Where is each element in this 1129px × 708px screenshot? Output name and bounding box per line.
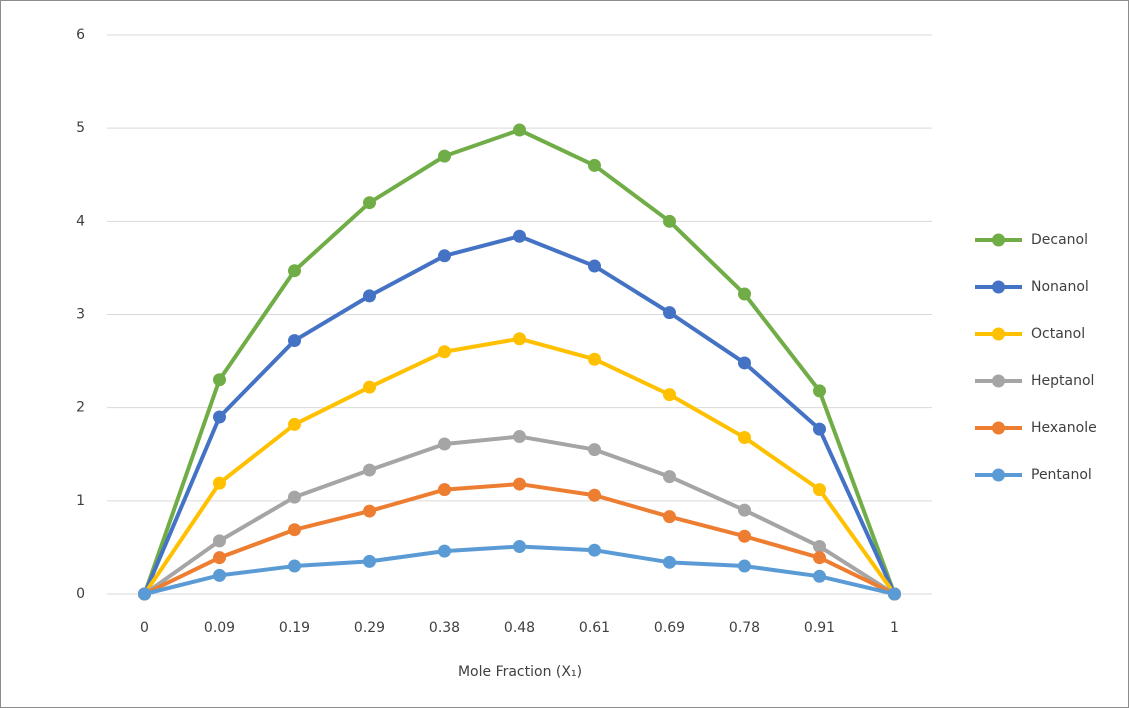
x-tick-label: 0	[140, 620, 149, 636]
legend-marker	[992, 327, 1005, 341]
data-point	[213, 373, 226, 387]
x-tick-label: 0.91	[804, 620, 835, 636]
data-point	[513, 539, 526, 553]
data-point	[213, 534, 226, 548]
data-point	[888, 587, 901, 601]
data-point	[663, 388, 676, 402]
data-point	[663, 470, 676, 484]
legend-label: Heptanol	[1031, 373, 1094, 389]
x-tick-label: 0.48	[504, 620, 535, 636]
y-tick-label: 3	[76, 307, 85, 323]
x-tick-label: 0.61	[579, 620, 610, 636]
data-point	[363, 504, 376, 518]
legend-marker	[992, 233, 1005, 247]
data-point	[663, 555, 676, 569]
data-point	[588, 259, 601, 273]
data-point	[363, 554, 376, 568]
data-point	[663, 510, 676, 524]
data-point	[813, 384, 826, 398]
data-point	[738, 503, 751, 517]
data-point	[738, 287, 751, 301]
data-point	[288, 490, 301, 504]
data-point	[738, 356, 751, 370]
x-tick-label: 1	[890, 620, 899, 636]
x-tick-label: 0.09	[204, 620, 235, 636]
data-point	[813, 569, 826, 583]
legend-label: Nonanol	[1031, 279, 1089, 295]
data-point	[663, 214, 676, 228]
data-point	[663, 306, 676, 320]
x-tick-label: 0.38	[429, 620, 460, 636]
data-point	[513, 430, 526, 444]
legend-marker	[992, 468, 1005, 482]
data-point	[438, 437, 451, 451]
y-tick-label: 1	[76, 493, 85, 509]
x-axis-title: Mole Fraction (X₁)	[458, 664, 582, 680]
data-point	[288, 264, 301, 278]
data-point	[738, 430, 751, 444]
x-tick-label: 0.69	[654, 620, 685, 636]
data-point	[138, 587, 151, 601]
y-tick-label: 5	[76, 120, 85, 136]
legend-label: Hexanole	[1031, 420, 1097, 436]
data-point	[363, 463, 376, 477]
data-point	[813, 551, 826, 565]
data-point	[213, 568, 226, 582]
legend-marker	[992, 421, 1005, 435]
data-point	[588, 543, 601, 557]
data-point	[288, 559, 301, 573]
y-tick-label: 2	[76, 400, 85, 416]
data-point	[813, 539, 826, 553]
data-point	[513, 477, 526, 491]
data-point	[363, 380, 376, 394]
x-tick-label: 0.19	[279, 620, 310, 636]
data-point	[288, 523, 301, 537]
legend-label: Octanol	[1031, 326, 1085, 342]
data-point	[213, 476, 226, 490]
data-point	[588, 352, 601, 366]
data-point	[438, 149, 451, 163]
data-point	[813, 422, 826, 436]
data-point	[588, 443, 601, 457]
data-point	[288, 334, 301, 348]
data-point	[213, 551, 226, 565]
legend-marker	[992, 280, 1005, 294]
legend-label: Decanol	[1031, 232, 1088, 248]
data-point	[738, 559, 751, 573]
data-point	[363, 289, 376, 303]
y-tick-label: 4	[76, 213, 85, 229]
x-tick-label: 0.78	[729, 620, 760, 636]
data-point	[513, 332, 526, 346]
data-point	[813, 483, 826, 497]
data-point	[513, 229, 526, 243]
data-point	[588, 488, 601, 502]
data-point	[438, 345, 451, 359]
data-point	[588, 158, 601, 172]
legend-label: Pentanol	[1031, 467, 1092, 483]
data-point	[438, 544, 451, 558]
data-point	[738, 529, 751, 543]
data-point	[438, 249, 451, 263]
y-tick-label: 6	[76, 27, 85, 43]
legend-marker	[992, 374, 1005, 388]
data-point	[363, 196, 376, 210]
data-point	[438, 483, 451, 497]
data-point	[513, 123, 526, 137]
y-tick-label: 0	[76, 586, 85, 602]
data-point	[213, 410, 226, 424]
x-tick-label: 0.29	[354, 620, 385, 636]
data-point	[288, 417, 301, 431]
